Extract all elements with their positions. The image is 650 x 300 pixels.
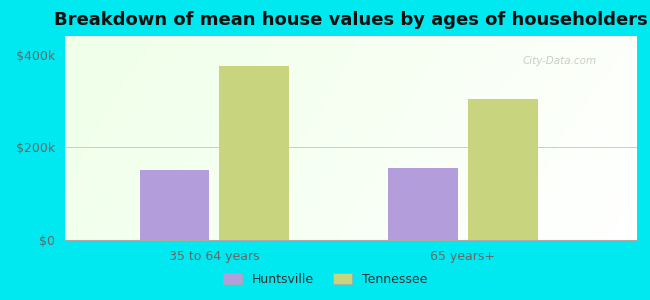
Text: City-Data.com: City-Data.com (523, 56, 597, 66)
Legend: Huntsville, Tennessee: Huntsville, Tennessee (218, 268, 432, 291)
Bar (140, 170, 209, 240)
Bar (468, 99, 538, 240)
Title: Breakdown of mean house values by ages of householders: Breakdown of mean house values by ages o… (54, 11, 648, 29)
Bar (219, 66, 289, 240)
Bar (388, 168, 458, 240)
